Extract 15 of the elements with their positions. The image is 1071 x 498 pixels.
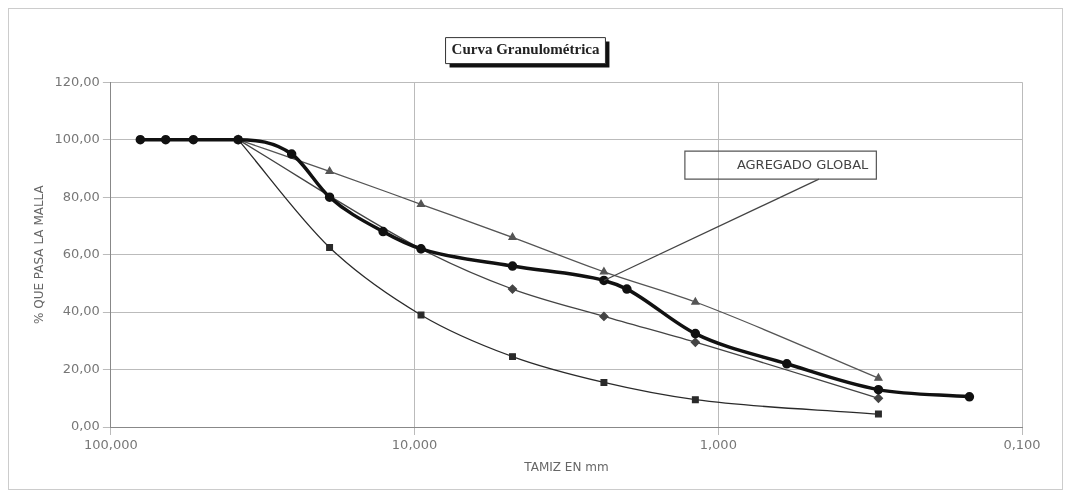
y-tick-label: 40,00 <box>62 303 100 319</box>
y-tick-label: 60,00 <box>62 245 100 261</box>
y-tick-label: 80,00 <box>62 188 100 204</box>
x-tick-label: 1,000 <box>699 437 737 453</box>
y-tick-label: 0,00 <box>70 418 100 434</box>
chart-title: Curva Granulométrica <box>451 41 600 58</box>
x-tick-label: 0,100 <box>1003 437 1041 453</box>
x-tick-label: 10,000 <box>391 437 438 453</box>
y-tick-label: 100,00 <box>54 131 100 147</box>
y-tick-label: 120,00 <box>54 73 100 89</box>
annotation: AGREGADO GLOBAL <box>736 156 870 172</box>
y-axis-title: % QUE PASA LA MALLA <box>32 184 47 324</box>
x-tick-label: 100,000 <box>84 437 138 453</box>
x-axis-title: TAMIZ EN mm <box>523 459 609 474</box>
y-tick-label: 20,00 <box>62 360 100 376</box>
